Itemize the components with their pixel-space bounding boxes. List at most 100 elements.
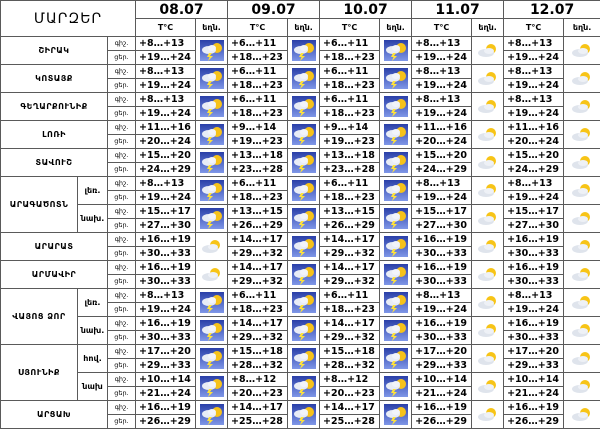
date-header: 11.07 <box>412 1 504 19</box>
region-name: ԼՈՌԻ <box>1 121 108 149</box>
region-name: ՎԱՅՈՑ ՁՈՐ <box>1 289 78 345</box>
night-label: գիշ. <box>108 401 136 415</box>
partly-cloudy-icon <box>476 323 500 339</box>
weather-cell <box>380 37 412 65</box>
weather-cell <box>196 205 228 233</box>
weather-cell <box>564 317 600 345</box>
weather-cell <box>380 373 412 401</box>
night-temp: +13…+15 <box>320 205 380 219</box>
day-temp: +19…+24 <box>412 191 472 205</box>
day-temp: +19…+24 <box>504 107 564 121</box>
region-name: ՇԻՐԱԿ <box>1 37 108 65</box>
night-temp: +16…+19 <box>412 233 472 247</box>
day-temp: +24…+29 <box>136 163 196 177</box>
night-temp: +8…+13 <box>412 37 472 51</box>
storm-icon <box>384 40 408 61</box>
day-temp: +18…+23 <box>320 107 380 121</box>
day-temp: +30…+33 <box>412 275 472 289</box>
weather-cell <box>196 93 228 121</box>
weather-cell <box>564 37 600 65</box>
storm-icon <box>384 404 408 425</box>
night-temp: +14…+17 <box>320 233 380 247</box>
weather-cell <box>472 177 504 205</box>
night-temp: +16…+19 <box>504 401 564 415</box>
night-temp: +11…+16 <box>412 121 472 135</box>
weather-cell <box>196 401 228 429</box>
night-temp: +15…+17 <box>136 205 196 219</box>
partly-cloudy-icon <box>570 407 594 423</box>
weather-cell <box>564 177 600 205</box>
storm-icon <box>384 96 408 117</box>
day-temp: +18…+23 <box>320 191 380 205</box>
night-temp: +6…+11 <box>228 289 288 303</box>
storm-icon <box>200 124 224 145</box>
table-row: նախ.գիշ.+16…+19+14…+17+14…+17+16…+19+16…… <box>1 317 600 331</box>
day-temp: +18…+23 <box>228 107 288 121</box>
day-temp: +27…+30 <box>504 219 564 233</box>
partly-cloudy-icon <box>570 239 594 255</box>
day-temp: +19…+24 <box>412 79 472 93</box>
storm-icon <box>200 320 224 341</box>
night-temp: +6…+11 <box>228 177 288 191</box>
day-temp: +29…+32 <box>320 331 380 345</box>
weather-cell <box>472 289 504 317</box>
partly-cloudy-icon <box>476 295 500 311</box>
day-temp: +27…+30 <box>136 219 196 233</box>
day-label: ցեր. <box>108 135 136 149</box>
partly-cloudy-icon <box>570 323 594 339</box>
night-temp: +8…+13 <box>412 289 472 303</box>
night-temp: +8…+13 <box>412 65 472 79</box>
weather-cell <box>472 65 504 93</box>
night-temp: +17…+20 <box>504 345 564 359</box>
night-temp: +16…+19 <box>412 401 472 415</box>
day-temp: +27…+30 <box>412 219 472 233</box>
day-label: ցեր. <box>108 163 136 177</box>
storm-icon <box>200 404 224 425</box>
day-label: ցեր. <box>108 387 136 401</box>
day-label: ցեր. <box>108 359 136 373</box>
day-temp: +29…+32 <box>228 331 288 345</box>
day-temp: +18…+23 <box>320 79 380 93</box>
night-label: գիշ. <box>108 177 136 191</box>
night-temp: +8…+13 <box>504 289 564 303</box>
altitude-label: լեռ. <box>78 289 108 317</box>
weather-cell <box>196 177 228 205</box>
night-temp: +14…+17 <box>320 317 380 331</box>
night-temp: +14…+17 <box>228 317 288 331</box>
weather-cell <box>564 65 600 93</box>
altitude-label: նախ. <box>78 205 108 233</box>
night-label: գիշ. <box>108 65 136 79</box>
partly-cloudy-icon <box>200 267 224 283</box>
altitude-label: լեռ. <box>78 177 108 205</box>
day-temp: +30…+33 <box>136 247 196 261</box>
night-label: գիշ. <box>108 149 136 163</box>
weather-cell <box>288 289 320 317</box>
partly-cloudy-icon <box>570 99 594 115</box>
night-temp: +16…+19 <box>136 233 196 247</box>
partly-cloudy-icon <box>570 127 594 143</box>
storm-icon <box>384 376 408 397</box>
day-temp: +18…+23 <box>228 51 288 65</box>
storm-icon <box>200 68 224 89</box>
storm-icon <box>200 96 224 117</box>
day-temp: +29…+33 <box>504 359 564 373</box>
storm-icon <box>292 292 316 313</box>
night-temp: +8…+13 <box>136 93 196 107</box>
weather-cell <box>196 317 228 345</box>
weather-cell <box>380 317 412 345</box>
day-label: ցեր. <box>108 303 136 317</box>
night-temp: +10…+14 <box>504 373 564 387</box>
storm-icon <box>384 180 408 201</box>
partly-cloudy-icon <box>200 239 224 255</box>
partly-cloudy-icon <box>570 211 594 227</box>
region-name: ԱՐՑԱԽ <box>1 401 108 429</box>
weather-cell <box>380 205 412 233</box>
storm-icon <box>384 320 408 341</box>
weather-cell <box>380 177 412 205</box>
storm-icon <box>384 236 408 257</box>
